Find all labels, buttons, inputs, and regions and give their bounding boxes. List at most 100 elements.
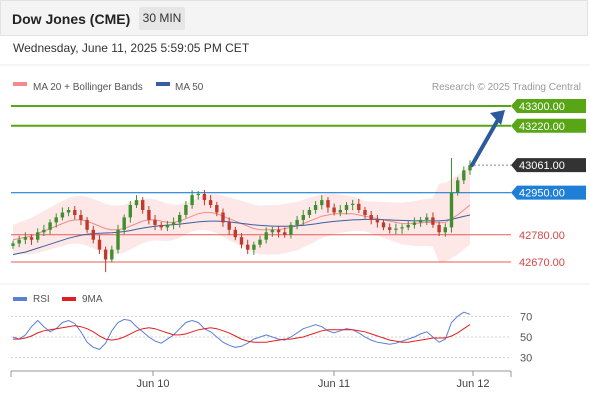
- candle-body: [159, 224, 163, 228]
- support-level-42670-label: 42670.00: [519, 257, 565, 269]
- candle-body: [462, 170, 466, 181]
- candle-body: [91, 229, 95, 240]
- rsi-ma-legend-swatch: [62, 297, 76, 301]
- candle-body: [351, 203, 355, 205]
- instrument-title: Dow Jones (CME): [12, 11, 131, 27]
- resistance-level-43220-label: 43220.00: [519, 121, 565, 133]
- candle-body: [418, 219, 423, 223]
- ma20-legend-swatch: [13, 82, 27, 86]
- candle-body: [215, 205, 219, 213]
- candle-body: [110, 249, 114, 260]
- candle-body: [147, 210, 151, 220]
- candle-body: [425, 217, 429, 220]
- copyright-note: Research © 2025 Trading Central: [432, 82, 581, 93]
- candle-body: [29, 237, 34, 240]
- time-tick-label: Jun 12: [456, 378, 489, 390]
- candle-body: [363, 210, 367, 215]
- bollinger-band-fill: [13, 165, 470, 263]
- candle-body: [307, 210, 312, 215]
- candle-body: [116, 229, 120, 250]
- candle-body: [258, 239, 262, 245]
- resistance-level-43220-tag: [511, 118, 586, 133]
- candle-body: [289, 224, 293, 235]
- candle-body: [42, 229, 46, 233]
- candle-body: [17, 239, 21, 244]
- candle-body: [443, 227, 447, 233]
- candle-body: [449, 192, 454, 228]
- candle-body: [153, 219, 157, 225]
- candle-body: [85, 219, 89, 230]
- time-tick-label: Jun 10: [136, 378, 169, 390]
- rsi-tick-30: 30: [520, 353, 532, 365]
- candle-body: [313, 205, 318, 210]
- rsi-ma-legend-label: 9MA: [82, 294, 103, 305]
- resistance-level-43300-label: 43300.00: [519, 101, 565, 113]
- time-axis: Jun 10 Jun 11 Jun 12: [136, 371, 490, 390]
- candle-body: [400, 227, 404, 229]
- last-price-level-43061-tag: [511, 158, 586, 173]
- rsi-ma-line: [13, 324, 471, 343]
- timestamp: Wednesday, June 11, 2025 5:59:05 PM CET: [13, 41, 250, 55]
- candle-body: [141, 200, 145, 210]
- candle-body: [184, 205, 188, 215]
- support-level-42780-label: 42780.00: [519, 230, 565, 242]
- candle-body: [165, 224, 170, 228]
- candle-body: [48, 222, 52, 230]
- candle-body: [456, 180, 460, 193]
- ma50-line: [12, 214, 471, 256]
- projection-arrow-head: [490, 110, 505, 125]
- candle-body: [79, 215, 83, 220]
- candle-body: [11, 243, 15, 246]
- price-panel: 43300.00 43220.00 43061.00 42950.00 42780.00…: [11, 99, 586, 273]
- candle-body: [412, 222, 417, 225]
- candle-body: [196, 193, 200, 196]
- candle-body: [202, 193, 207, 201]
- candle-body: [375, 219, 380, 223]
- candle-body: [97, 239, 102, 250]
- candle-body: [252, 244, 256, 250]
- candle-body: [233, 229, 237, 238]
- header-bar: Dow Jones (CME) 30 MIN: [0, 0, 588, 36]
- projection-arrow-shaft: [470, 116, 501, 168]
- candle-body: [270, 229, 275, 233]
- candle-body: [468, 165, 472, 171]
- candle-body: [128, 205, 132, 218]
- candle-body: [134, 200, 139, 206]
- candle-body: [66, 210, 71, 213]
- candle-body: [338, 210, 342, 213]
- candle-body: [221, 212, 225, 223]
- candle-body: [239, 237, 244, 245]
- candle-body: [178, 215, 182, 223]
- resistance-level-43300-tag: [511, 99, 586, 113]
- ma20-legend-label: MA 20 + Bollinger Bands: [33, 82, 143, 93]
- candle-body: [122, 217, 126, 230]
- candle-body: [369, 215, 373, 220]
- candle-body: [227, 222, 231, 230]
- rsi-tick-50: 50: [520, 332, 532, 344]
- candle-body: [301, 215, 305, 220]
- candle-body: [332, 207, 336, 213]
- ma50-legend-label: MA 50: [175, 82, 204, 93]
- candle-body: [381, 222, 386, 228]
- candle-body: [344, 205, 349, 210]
- candle-body: [264, 232, 268, 240]
- candle-body: [406, 224, 410, 228]
- candle-body: [276, 229, 281, 233]
- candle-body: [394, 228, 398, 230]
- rsi-line: [12, 311, 471, 350]
- candle-body: [23, 237, 28, 240]
- last-price-level-43061-label: 43061.00: [519, 160, 565, 172]
- ma50-legend-swatch: [156, 82, 170, 86]
- candle-body: [190, 195, 194, 205]
- rsi-legend-label: RSI: [33, 294, 50, 305]
- candle-body: [60, 212, 65, 218]
- candle-body: [320, 200, 324, 206]
- candle-body: [36, 232, 40, 240]
- timeframe-badge[interactable]: 30 MIN: [139, 7, 185, 30]
- rsi-legend-swatch: [13, 297, 27, 301]
- pivot-level-42950-tag: [511, 185, 586, 200]
- pivot-level-42950-label: 42950.00: [519, 188, 565, 200]
- candle-body: [246, 244, 250, 250]
- candle-body: [431, 217, 435, 225]
